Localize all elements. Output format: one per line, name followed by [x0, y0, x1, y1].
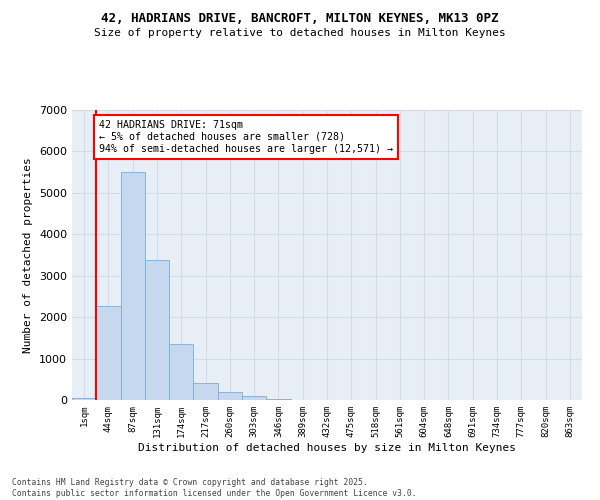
Bar — [72, 398, 96, 400]
X-axis label: Distribution of detached houses by size in Milton Keynes: Distribution of detached houses by size … — [138, 442, 516, 452]
Bar — [242, 396, 266, 400]
Text: Contains HM Land Registry data © Crown copyright and database right 2025.
Contai: Contains HM Land Registry data © Crown c… — [12, 478, 416, 498]
Bar — [96, 306, 121, 400]
Text: Size of property relative to detached houses in Milton Keynes: Size of property relative to detached ho… — [94, 28, 506, 38]
Bar — [145, 260, 169, 400]
Bar — [193, 382, 218, 400]
Bar — [218, 392, 242, 400]
Y-axis label: Number of detached properties: Number of detached properties — [23, 157, 34, 353]
Bar — [169, 344, 193, 400]
Bar — [121, 172, 145, 400]
Bar — [266, 399, 290, 400]
Text: 42 HADRIANS DRIVE: 71sqm
← 5% of detached houses are smaller (728)
94% of semi-d: 42 HADRIANS DRIVE: 71sqm ← 5% of detache… — [99, 120, 393, 154]
Text: 42, HADRIANS DRIVE, BANCROFT, MILTON KEYNES, MK13 0PZ: 42, HADRIANS DRIVE, BANCROFT, MILTON KEY… — [101, 12, 499, 26]
